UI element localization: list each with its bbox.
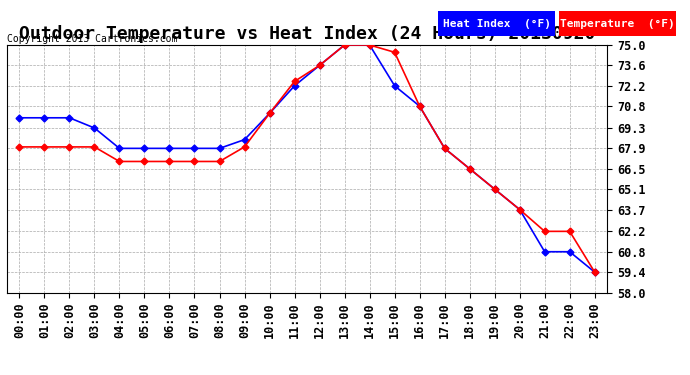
Title: Outdoor Temperature vs Heat Index (24 Hours) 20130920: Outdoor Temperature vs Heat Index (24 Ho… <box>19 26 595 44</box>
Text: Copyright 2013 Cartronics.com: Copyright 2013 Cartronics.com <box>7 34 177 44</box>
Text: Temperature  (°F): Temperature (°F) <box>560 19 675 28</box>
Text: Heat Index  (°F): Heat Index (°F) <box>443 19 551 28</box>
